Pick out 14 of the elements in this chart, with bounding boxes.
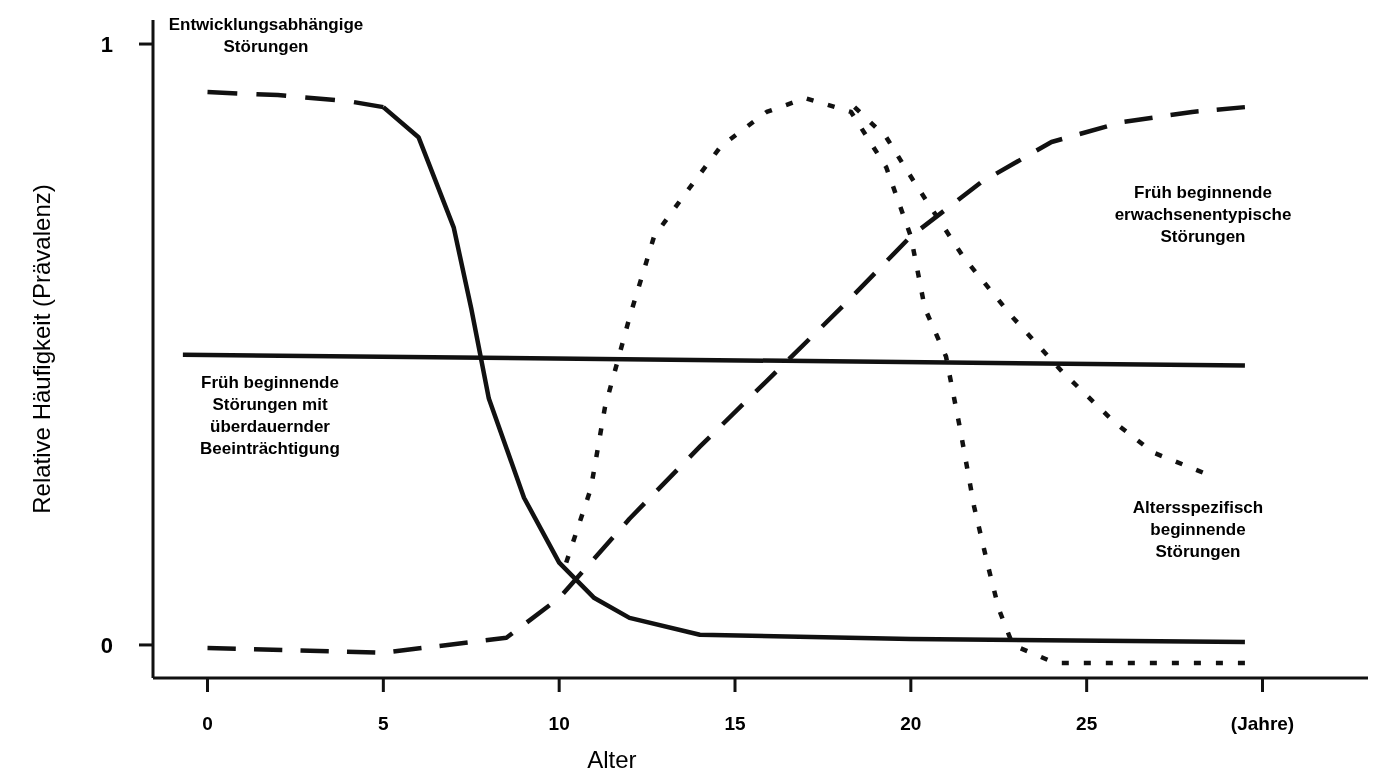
x-tick-label: 15 bbox=[724, 713, 746, 734]
x-tick-label: 10 bbox=[548, 713, 570, 734]
x-tick-label: 5 bbox=[378, 713, 390, 734]
x-axis-title: Alter bbox=[587, 746, 637, 773]
annotation: Früh beginnende erwachsenentypische Störungen bbox=[1114, 183, 1292, 246]
x-tick-label: 20 bbox=[900, 713, 922, 734]
x-tick-label: (Jahre) bbox=[1230, 713, 1295, 734]
x-tick-label: 0 bbox=[202, 713, 213, 734]
annotation: Früh beginnende Störungen mit überdauernder Beeinträchtigung bbox=[200, 373, 340, 458]
annotation: Entwicklungsabhängige Störungen bbox=[168, 15, 364, 56]
y-axis-title: Relative Häufigkeit (Prävalenz) bbox=[28, 184, 55, 514]
annotation: Altersspezifisch beginnende Störungen bbox=[1132, 498, 1264, 561]
x-tick-label: 25 bbox=[1076, 713, 1098, 734]
y-tick-label: 1 bbox=[100, 32, 113, 58]
